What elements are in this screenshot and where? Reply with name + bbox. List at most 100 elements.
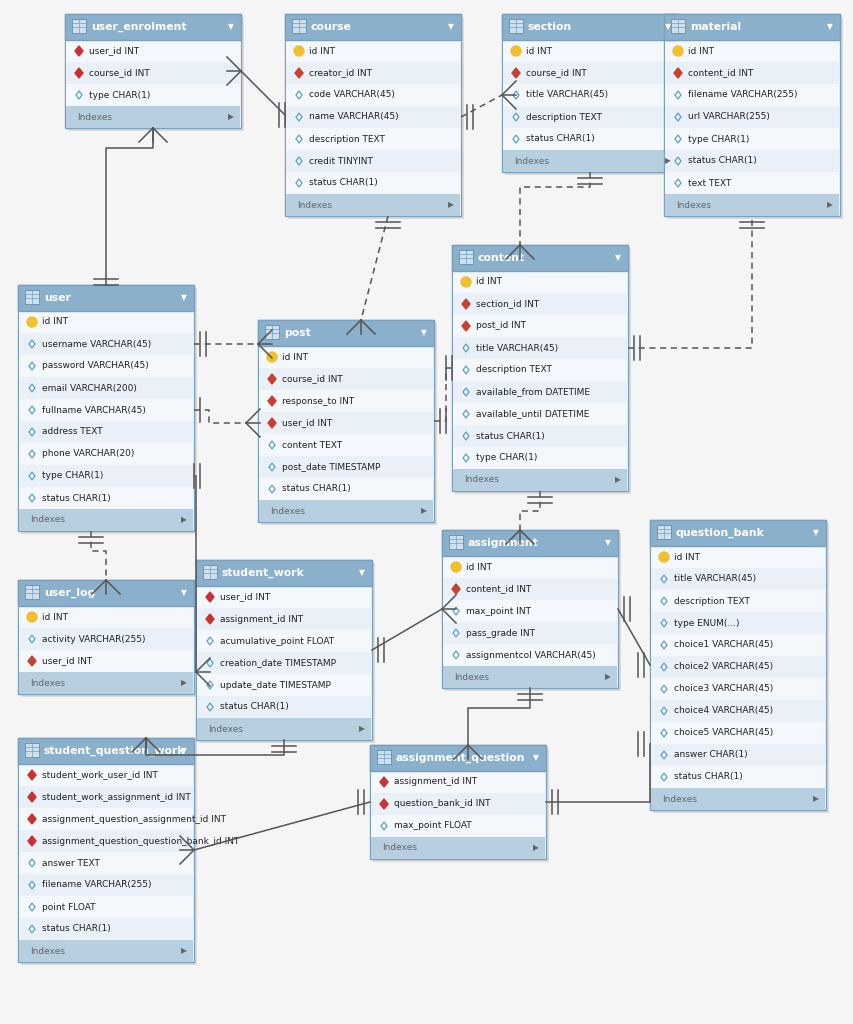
Text: answer CHAR(1): answer CHAR(1)	[673, 751, 746, 760]
Polygon shape	[268, 374, 276, 384]
Text: content_id INT: content_id INT	[466, 585, 531, 594]
Bar	[452, 337, 626, 359]
Text: point FLOAT: point FLOAT	[42, 902, 96, 911]
Text: Indexes: Indexes	[381, 844, 416, 853]
Bar	[376, 750, 391, 764]
Text: type CHAR(1): type CHAR(1)	[475, 454, 537, 463]
Text: Indexes: Indexes	[30, 679, 65, 687]
Bar	[18, 738, 194, 962]
Polygon shape	[380, 799, 387, 809]
Bar	[670, 19, 684, 33]
Text: ▼: ▼	[605, 539, 610, 548]
Text: title VARCHAR(45): title VARCHAR(45)	[673, 574, 755, 584]
Bar	[664, 14, 839, 216]
Bar	[258, 368, 432, 390]
Bar	[19, 672, 193, 694]
Text: update_date TIMESTAMP: update_date TIMESTAMP	[220, 681, 330, 689]
Text: activity VARCHAR(255): activity VARCHAR(255)	[42, 635, 145, 643]
Text: choice2 VARCHAR(45): choice2 VARCHAR(45)	[673, 663, 772, 672]
Text: ▼: ▼	[181, 746, 187, 756]
Text: id INT: id INT	[281, 352, 308, 361]
Text: user_id INT: user_id INT	[281, 419, 332, 427]
Bar	[197, 696, 370, 718]
Bar	[664, 62, 838, 84]
Text: response_to INT: response_to INT	[281, 396, 354, 406]
Text: course_id INT: course_id INT	[89, 69, 149, 78]
Text: Indexes: Indexes	[454, 673, 489, 682]
Bar	[452, 425, 626, 447]
Bar	[502, 128, 676, 150]
Bar	[66, 106, 240, 128]
Polygon shape	[380, 777, 387, 787]
Text: ▼: ▼	[614, 254, 620, 262]
Bar	[370, 793, 544, 815]
Text: type CHAR(1): type CHAR(1)	[688, 134, 748, 143]
Text: ▶: ▶	[614, 475, 620, 484]
Text: post_id INT: post_id INT	[475, 322, 525, 331]
Bar	[19, 421, 193, 443]
Circle shape	[293, 46, 304, 56]
Bar	[502, 62, 676, 84]
Bar	[650, 590, 824, 612]
Bar	[21, 741, 197, 965]
Text: Indexes: Indexes	[270, 507, 305, 515]
Text: status CHAR(1): status CHAR(1)	[42, 925, 111, 934]
Text: ▼: ▼	[812, 528, 818, 538]
Bar	[286, 84, 460, 106]
Bar	[650, 744, 824, 766]
Text: status CHAR(1): status CHAR(1)	[688, 157, 756, 166]
Bar	[68, 17, 244, 131]
Text: section_id INT: section_id INT	[475, 299, 538, 308]
Text: max_point INT: max_point INT	[466, 606, 531, 615]
Polygon shape	[461, 321, 469, 331]
Text: ▼: ▼	[826, 23, 832, 32]
Polygon shape	[294, 68, 303, 78]
Text: Indexes: Indexes	[463, 475, 498, 484]
Bar	[443, 622, 616, 644]
Text: status CHAR(1): status CHAR(1)	[309, 178, 377, 187]
Text: id INT: id INT	[525, 46, 551, 55]
Bar	[25, 290, 39, 304]
Bar	[25, 743, 39, 757]
Bar	[258, 456, 432, 478]
Bar	[452, 447, 626, 469]
Text: id INT: id INT	[688, 46, 713, 55]
Bar	[664, 194, 838, 216]
Text: Indexes: Indexes	[208, 725, 243, 733]
Text: assignmentcol VARCHAR(45): assignmentcol VARCHAR(45)	[466, 650, 595, 659]
Bar	[502, 150, 676, 172]
Text: ▼: ▼	[532, 754, 538, 763]
Text: email VARCHAR(200): email VARCHAR(200)	[42, 384, 136, 392]
Bar	[19, 830, 193, 852]
Bar	[258, 434, 432, 456]
Text: section: section	[527, 22, 572, 32]
Polygon shape	[673, 68, 682, 78]
Bar	[370, 771, 544, 793]
Text: assignment_question_question_bank_id INT: assignment_question_question_bank_id INT	[42, 837, 239, 846]
Text: student_work_assignment_id INT: student_work_assignment_id INT	[42, 793, 190, 802]
Bar	[502, 14, 677, 40]
Text: course: course	[310, 22, 351, 32]
Bar	[19, 764, 193, 786]
Bar	[442, 530, 618, 688]
Bar	[258, 478, 432, 500]
Bar	[18, 580, 194, 694]
Bar	[19, 399, 193, 421]
Bar	[444, 534, 620, 691]
Bar	[449, 535, 462, 549]
Text: title VARCHAR(45): title VARCHAR(45)	[475, 343, 558, 352]
Text: assignment_question: assignment_question	[396, 753, 525, 763]
Text: name VARCHAR(45): name VARCHAR(45)	[309, 113, 398, 122]
Text: text TEXT: text TEXT	[688, 178, 730, 187]
Bar	[197, 630, 370, 652]
Text: ▶: ▶	[358, 725, 364, 733]
Text: status CHAR(1): status CHAR(1)	[42, 494, 111, 503]
Bar	[452, 359, 626, 381]
Bar	[451, 245, 627, 271]
Text: user: user	[44, 293, 71, 303]
Bar	[502, 40, 676, 62]
Bar	[258, 319, 433, 522]
Bar	[286, 62, 460, 84]
Bar	[19, 918, 193, 940]
Polygon shape	[28, 656, 36, 666]
